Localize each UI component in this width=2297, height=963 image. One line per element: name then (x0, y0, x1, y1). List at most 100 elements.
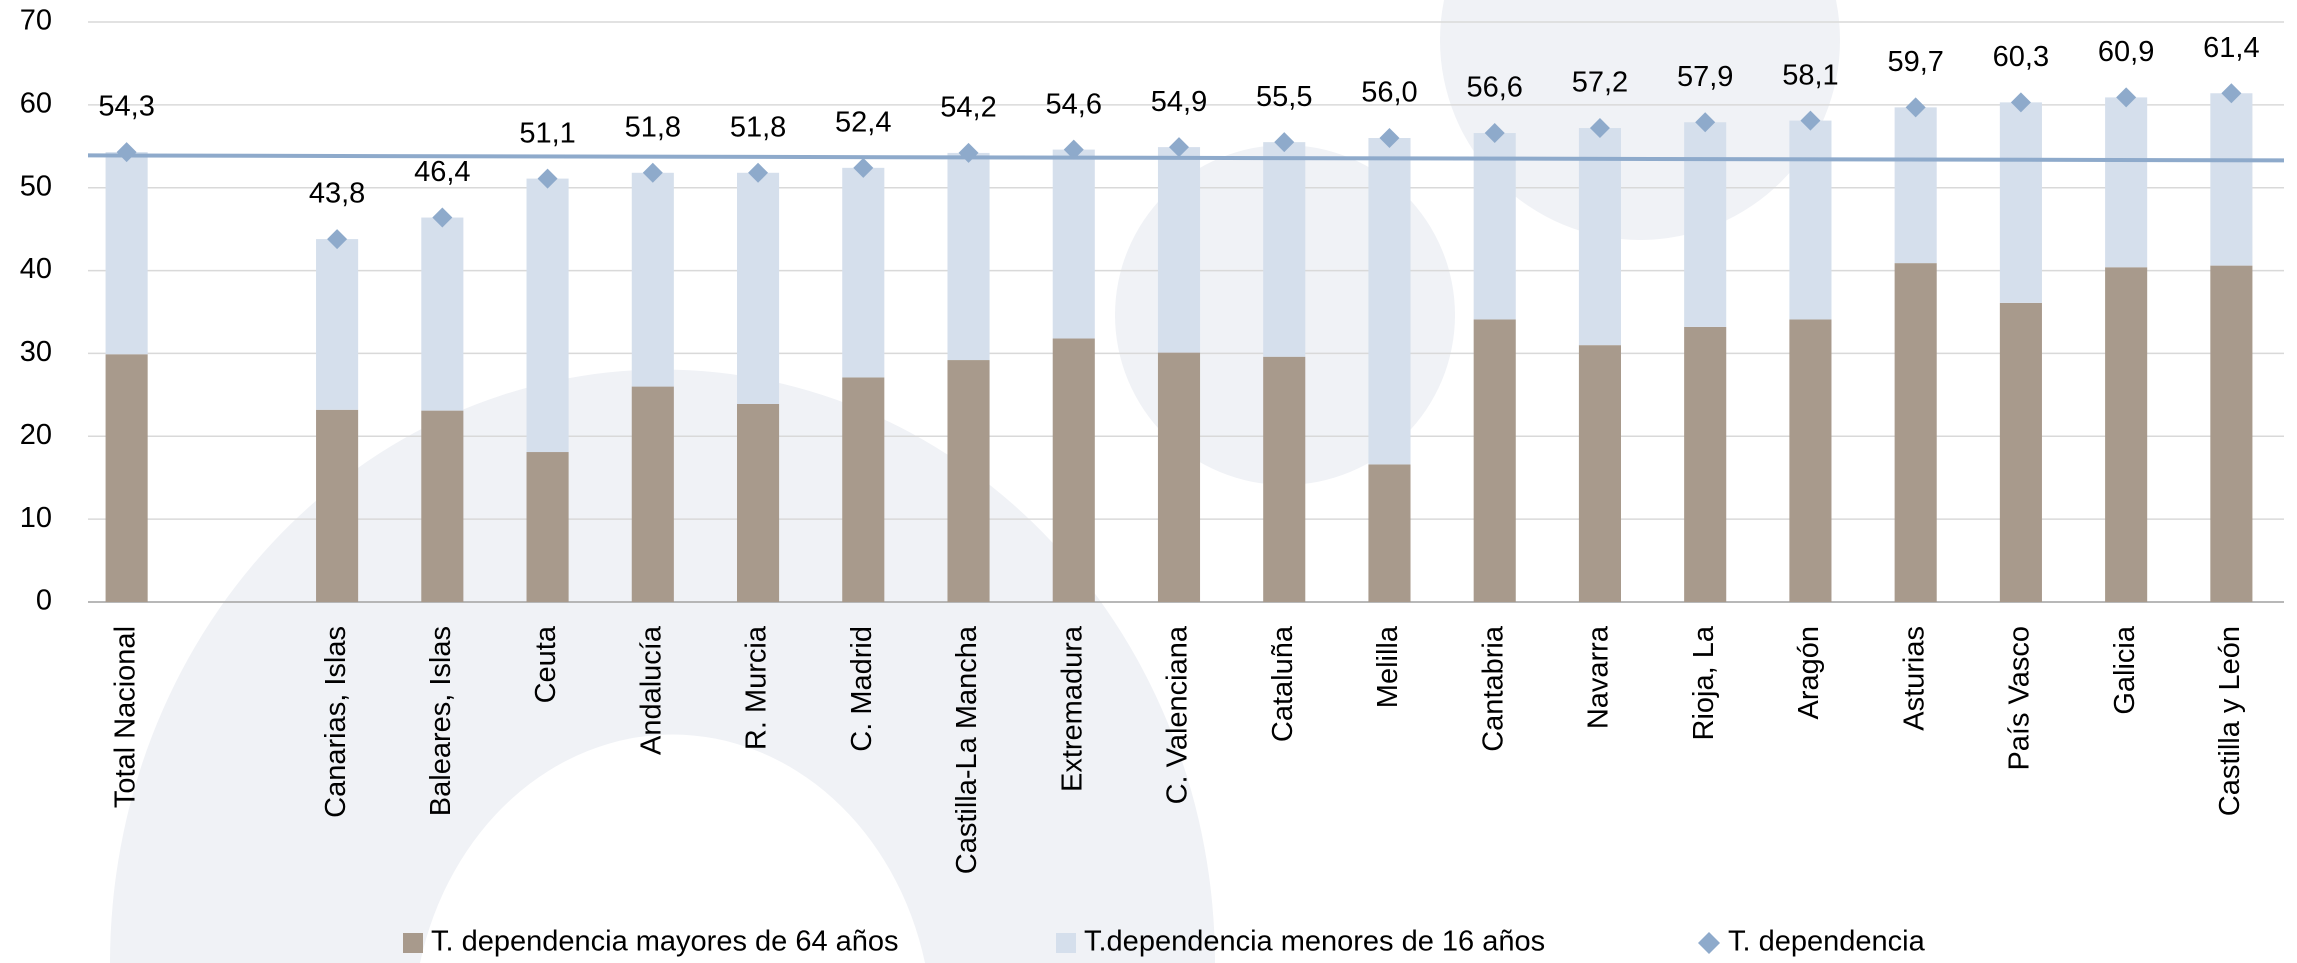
bar-segment (1263, 356, 1306, 602)
bar-segment (421, 217, 464, 411)
data-label: 55,5 (1256, 81, 1312, 113)
legend-marker (1056, 933, 1076, 953)
bar-segment (2105, 97, 2148, 268)
bar-segment (737, 403, 780, 602)
x-tick-label: Galicia (2109, 625, 2141, 715)
data-label: 61,4 (2203, 32, 2259, 64)
bar-segment (526, 452, 569, 602)
bar-segment (2210, 265, 2253, 602)
data-label: 46,4 (414, 156, 470, 188)
point-marker (537, 168, 558, 189)
x-tick-label: Total Nacional (109, 626, 141, 808)
bar-segment (1578, 128, 1621, 346)
bar-segment (1263, 142, 1306, 357)
bar-segment (947, 152, 990, 361)
bar-segment (105, 152, 148, 355)
data-label: 54,6 (1046, 88, 1102, 120)
data-label: 56,6 (1466, 72, 1522, 104)
data-label: 54,2 (940, 92, 996, 124)
x-tick-label: Melilla (1372, 625, 1404, 708)
point-marker (1695, 112, 1716, 133)
x-tick-label: Navarra (1583, 625, 1615, 729)
bar-segment (1157, 147, 1201, 353)
bar-segment (1052, 149, 1095, 339)
x-tick-label: Castilla y León (2214, 626, 2246, 816)
x-tick-label: Ceuta (530, 625, 562, 703)
bar-segment (316, 409, 359, 602)
point-marker (1274, 132, 1295, 153)
x-tick-label: R. Murcia (741, 625, 773, 750)
y-tick-label: 10 (20, 502, 52, 534)
bar-segment (1368, 138, 1411, 465)
point-marker (1063, 139, 1084, 160)
bar-segment (631, 172, 674, 387)
bar-segment (316, 239, 359, 410)
data-label: 51,8 (730, 111, 786, 143)
x-tick-label: Cataluña (1267, 625, 1299, 742)
point-marker (1800, 110, 1821, 131)
y-tick-label: 60 (20, 88, 52, 120)
x-tick-label: Aragón (1793, 626, 1825, 720)
x-tick-label: Cantabria (1477, 625, 1509, 752)
y-tick-label: 50 (20, 170, 52, 202)
bar-segment (421, 410, 464, 602)
data-label: 58,1 (1782, 59, 1838, 91)
data-label: 60,9 (2098, 36, 2154, 68)
point-marker (432, 207, 453, 228)
bar-segment (2105, 267, 2148, 602)
point-marker (1589, 118, 1610, 139)
bar-segment (1999, 302, 2042, 602)
reference-line (87, 153, 2285, 163)
x-tick-label: País Vasco (2004, 626, 2036, 771)
y-tick-label: 70 (20, 5, 52, 37)
legend-label: T.dependencia menores de 16 años (1084, 926, 1545, 958)
bar-segment (1473, 133, 1516, 320)
bar-segment (1789, 319, 1832, 602)
bar-segment (1894, 263, 1937, 602)
bar-segment (842, 377, 885, 602)
bar-segment (1999, 102, 2042, 303)
data-label: 43,8 (309, 178, 365, 210)
point-marker (748, 162, 769, 183)
legend-label: T. dependencia (1728, 926, 1926, 958)
x-tick-label: Baleares, Islas (425, 626, 457, 816)
x-tick-label: Andalucía (635, 625, 667, 755)
legend-marker (1698, 932, 1720, 954)
x-tick-label: Asturias (1898, 626, 1930, 731)
x-tick-label: Castilla-La Mancha (951, 625, 983, 874)
y-tick-label: 20 (20, 419, 52, 451)
bar-segment (1684, 326, 1727, 602)
x-tick-label: Rioja, La (1688, 625, 1720, 740)
data-label: 57,9 (1677, 61, 1733, 93)
bar-segment (842, 167, 885, 378)
point-marker (2010, 92, 2031, 113)
bar-segment (631, 386, 674, 602)
legend-marker (403, 933, 423, 953)
point-marker (1169, 137, 1189, 158)
bar-segment (1684, 122, 1727, 327)
bar-segment (1052, 338, 1095, 602)
x-tick-label: Canarias, Islas (320, 626, 352, 818)
bar-segment (526, 178, 569, 453)
x-tick-label: C. Madrid (846, 626, 878, 752)
point-marker (958, 142, 979, 163)
point-marker (1379, 128, 1400, 148)
bar-segment (105, 354, 148, 602)
point-marker (642, 162, 663, 183)
bar-segment (1157, 352, 1201, 602)
bar-segment (2210, 93, 2253, 266)
data-label: 51,8 (625, 111, 681, 143)
data-label: 54,3 (98, 91, 154, 123)
y-tick-label: 30 (20, 336, 52, 368)
x-tick-label: C. Valenciana (1162, 625, 1194, 804)
data-label: 60,3 (1993, 41, 2049, 73)
data-label: 52,4 (835, 106, 891, 138)
data-label: 59,7 (1887, 46, 1943, 78)
bar-segment (1368, 464, 1411, 602)
bar-segment (1473, 319, 1516, 602)
point-marker (327, 229, 348, 250)
bar-segment (1894, 107, 1937, 264)
y-tick-label: 0 (36, 585, 52, 617)
point-marker (853, 157, 874, 178)
